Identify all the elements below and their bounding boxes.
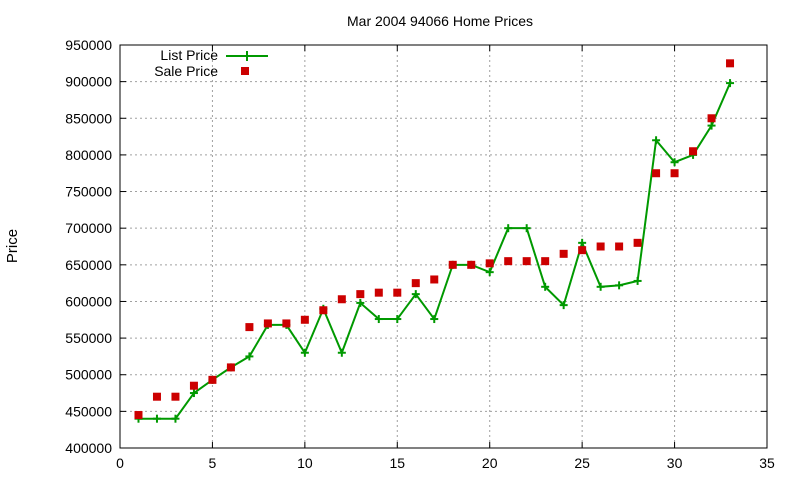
- y-tick-label: 750000: [65, 184, 112, 200]
- legend-marker-sale-price: [241, 67, 249, 75]
- y-tick-label: 500000: [65, 367, 112, 383]
- y-tick-label: 450000: [65, 403, 112, 419]
- legend-marker-list-price: [242, 51, 252, 61]
- data-point-sale-price: [726, 59, 735, 68]
- data-point-list-price: [522, 224, 531, 233]
- data-point-list-price: [726, 79, 735, 88]
- data-point-list-price: [633, 276, 642, 285]
- legend-label-list-price: List Price: [160, 47, 218, 63]
- data-point-sale-price: [282, 319, 291, 328]
- data-point-list-price: [652, 136, 661, 145]
- data-point-sale-price: [578, 246, 587, 255]
- data-point-sale-price: [633, 238, 642, 247]
- plot-frame: [119, 44, 768, 449]
- data-point-list-price: [615, 281, 624, 290]
- data-point-sale-price: [615, 242, 624, 251]
- data-point-sale-price: [152, 392, 161, 401]
- data-point-sale-price: [485, 259, 494, 268]
- data-point-sale-price: [189, 381, 198, 390]
- data-point-sale-price: [504, 257, 513, 266]
- data-point-sale-price: [467, 260, 476, 269]
- x-tick-label: 30: [667, 455, 683, 471]
- legend-label-sale-price: Sale Price: [154, 63, 218, 79]
- y-tick-label: 400000: [65, 440, 112, 456]
- y-tick-label: 650000: [65, 257, 112, 273]
- y-tick-label: 900000: [65, 74, 112, 90]
- data-point-list-price: [374, 315, 383, 324]
- data-point-sale-price: [226, 363, 235, 372]
- data-point-sale-price: [707, 114, 716, 123]
- data-point-list-price: [707, 121, 716, 130]
- y-tick-label: 700000: [65, 220, 112, 236]
- data-point-sale-price: [430, 275, 439, 284]
- data-point-list-price: [670, 158, 679, 167]
- data-point-sale-price: [652, 169, 661, 178]
- y-axis-label: Price: [4, 229, 21, 263]
- data-point-sale-price: [134, 411, 143, 420]
- data-point-sale-price: [208, 375, 217, 384]
- data-point-sale-price: [356, 290, 365, 299]
- x-tick-label: 10: [297, 455, 313, 471]
- data-point-sale-price: [411, 279, 420, 288]
- x-tick-label: 20: [482, 455, 498, 471]
- data-point-sale-price: [300, 315, 309, 324]
- data-point-list-price: [393, 315, 402, 324]
- data-point-sale-price: [541, 257, 550, 266]
- y-tick-label: 600000: [65, 293, 112, 309]
- data-point-sale-price: [448, 260, 457, 269]
- x-tick-label: 0: [116, 455, 124, 471]
- series: [134, 59, 735, 423]
- data-point-list-price: [485, 268, 494, 277]
- y-tick-label: 800000: [65, 147, 112, 163]
- data-point-list-price: [430, 315, 439, 324]
- chart-title: Mar 2004 94066 Home Prices: [347, 13, 533, 29]
- data-point-sale-price: [245, 323, 254, 332]
- x-tick-label: 15: [389, 455, 405, 471]
- data-point-list-price: [300, 348, 309, 357]
- data-point-list-price: [337, 348, 346, 357]
- y-tick-label: 550000: [65, 330, 112, 346]
- data-point-sale-price: [596, 242, 605, 251]
- x-tick-label: 35: [759, 455, 775, 471]
- data-point-list-price: [559, 301, 568, 310]
- data-point-sale-price: [171, 392, 180, 401]
- grid: [120, 45, 767, 448]
- data-point-list-price: [541, 282, 550, 291]
- data-point-list-price: [578, 238, 587, 247]
- data-point-sale-price: [263, 319, 272, 328]
- x-tick-label: 25: [574, 455, 590, 471]
- axes: 400000 450000 500000 550000 600000 650000 7000…: [65, 37, 775, 471]
- data-point-list-price: [189, 389, 198, 398]
- data-point-sale-price: [374, 288, 383, 297]
- y-tick-label: 850000: [65, 110, 112, 126]
- data-point-sale-price: [670, 169, 679, 178]
- data-point-sale-price: [337, 295, 346, 304]
- data-point-sale-price: [522, 257, 531, 266]
- data-point-list-price: [152, 414, 161, 423]
- data-point-list-price: [596, 282, 605, 291]
- data-point-sale-price: [689, 147, 698, 156]
- data-point-list-price: [411, 290, 420, 299]
- data-point-sale-price: [319, 306, 328, 315]
- legend: List Price Sale Price: [154, 47, 268, 79]
- data-point-list-price: [245, 352, 254, 361]
- y-tick-label: 950000: [65, 37, 112, 53]
- data-point-list-price: [504, 224, 513, 233]
- data-point-list-price: [171, 414, 180, 423]
- data-point-sale-price: [393, 288, 402, 297]
- data-point-sale-price: [559, 249, 568, 258]
- data-point-list-price: [356, 298, 365, 307]
- x-tick-label: 5: [209, 455, 217, 471]
